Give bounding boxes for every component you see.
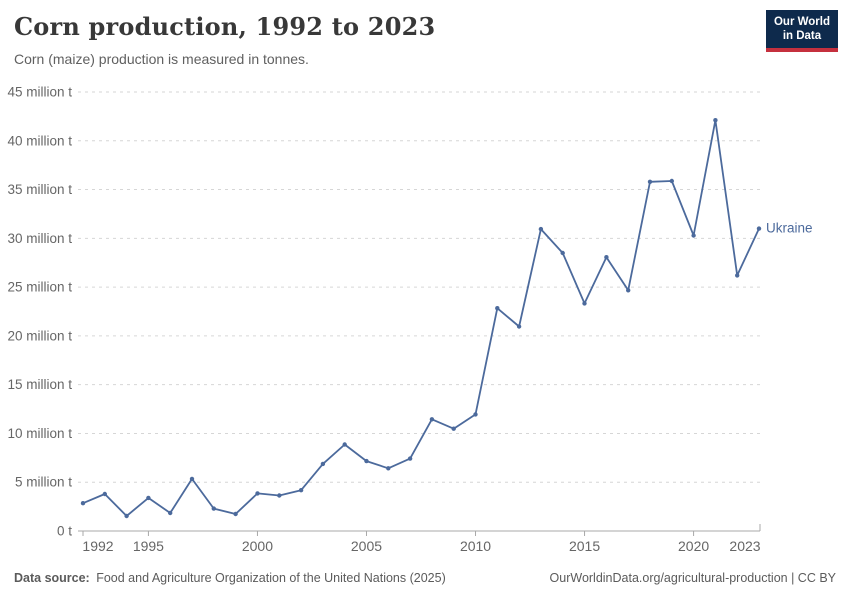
data-point — [102, 491, 108, 497]
data-point — [516, 324, 522, 329]
data-point — [495, 306, 500, 311]
data-point — [407, 456, 413, 461]
data-source: Data source: Food and Agriculture Organi… — [14, 571, 446, 585]
data-point — [560, 250, 565, 256]
y-axis-tick-label: 45 million t — [7, 85, 72, 100]
data-point — [473, 412, 478, 417]
logo-line2: in Data — [782, 30, 822, 43]
chart-subtitle: Corn (maize) production is measured in t… — [14, 51, 309, 67]
data-point — [233, 511, 238, 517]
data-point — [626, 288, 631, 293]
data-point — [538, 226, 544, 232]
data-point — [582, 301, 587, 306]
data-point — [298, 488, 304, 493]
x-axis-tick-label: 2005 — [351, 538, 382, 554]
data-point — [320, 461, 326, 467]
data-point — [189, 476, 195, 482]
data-point — [168, 510, 173, 516]
y-axis-tick-label: 40 million t — [7, 133, 72, 148]
data-line-ukraine — [82, 119, 760, 517]
data-point — [146, 495, 151, 501]
data-point — [669, 178, 674, 184]
x-axis-tick-label: 1992 — [82, 538, 113, 554]
data-point — [451, 426, 456, 431]
attribution-link[interactable]: OurWorldinData.org/agricultural-producti… — [549, 571, 836, 585]
y-axis-tick-label: 30 million t — [7, 231, 72, 246]
data-point — [429, 417, 435, 422]
data-point — [342, 442, 347, 447]
x-axis-tick-label: 2010 — [460, 538, 491, 554]
data-source-text: Food and Agriculture Organization of the… — [96, 571, 446, 585]
x-axis-tick-label: 2000 — [242, 538, 273, 554]
y-axis-tick-label: 10 million t — [7, 426, 72, 441]
logo-line1: Our World — [773, 16, 830, 28]
x-axis-tick-label: 2020 — [678, 538, 709, 554]
data-point — [124, 513, 129, 519]
data-point — [386, 466, 391, 471]
data-point — [713, 118, 718, 123]
chart-title: Corn production, 1992 to 2023 — [14, 12, 436, 41]
owid-logo[interactable]: Our World in Data — [765, 10, 838, 52]
data-point — [277, 493, 282, 498]
y-axis-tick-label: 15 million t — [7, 377, 72, 392]
series-label-ukraine: Ukraine — [766, 221, 813, 236]
data-point — [80, 501, 86, 506]
x-axis-tick-label: 1995 — [133, 538, 164, 554]
data-point — [211, 506, 216, 511]
data-source-label: Data source: — [14, 571, 90, 585]
data-point — [604, 255, 609, 260]
y-axis-tick-label: 20 million t — [7, 328, 72, 343]
y-axis-tick-label: 35 million t — [7, 182, 72, 197]
y-axis-tick-label: 0 t — [57, 524, 72, 539]
y-axis-tick-label: 25 million t — [7, 280, 72, 295]
y-axis-tick-label: 5 million t — [15, 475, 72, 490]
x-axis-tick-label: 2015 — [569, 538, 600, 554]
chart-footer: Data source: Food and Agriculture Organi… — [14, 571, 836, 585]
data-point — [364, 458, 369, 464]
data-point — [691, 233, 696, 238]
data-point — [735, 273, 740, 278]
data-point — [255, 491, 260, 496]
data-point — [647, 179, 653, 184]
data-point — [756, 226, 762, 231]
x-axis-tick-label: 2023 — [729, 538, 760, 554]
